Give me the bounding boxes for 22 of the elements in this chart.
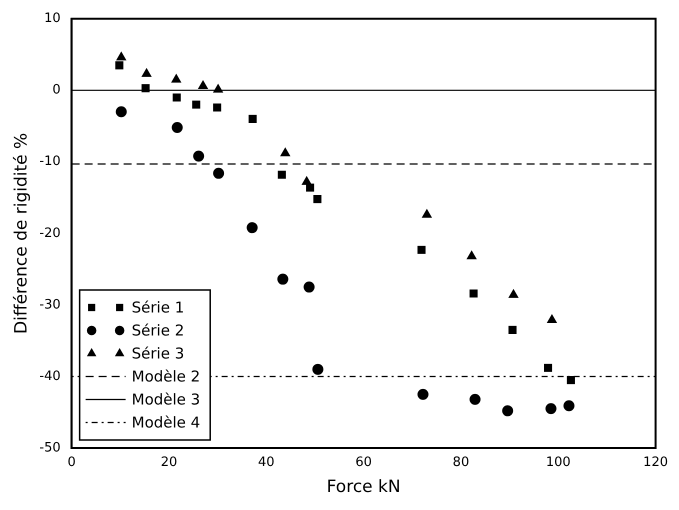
x-tick-label: 100: [546, 455, 571, 470]
x-axis-title: Force kN: [326, 477, 401, 498]
legend-label: Modèle 3: [132, 390, 200, 408]
x-tick-label: 0: [67, 455, 76, 470]
x-tick-label: 60: [355, 455, 372, 470]
y-tick-label: 10: [44, 11, 61, 26]
legend-label: Modèle 2: [132, 368, 200, 386]
x-tick-label: 20: [160, 455, 178, 470]
x-tick-label: 40: [258, 455, 275, 470]
y-tick-label: -10: [39, 154, 61, 170]
y-tick-label: -40: [39, 368, 61, 384]
x-tick-label: 120: [643, 455, 668, 470]
legend-label: Série 1: [132, 298, 184, 316]
y-tick-label: -20: [39, 226, 61, 241]
legend-label: Modèle 4: [132, 414, 200, 432]
y-tick-label: -50: [39, 440, 61, 456]
legend-label: Série 3: [132, 344, 184, 362]
y-axis-title: Différence de rigidité %: [12, 132, 32, 334]
y-tick-label: 0: [52, 82, 61, 98]
y-tick-label: -30: [39, 297, 61, 312]
x-tick-label: 80: [452, 455, 470, 470]
legend-label: Série 2: [132, 322, 184, 340]
